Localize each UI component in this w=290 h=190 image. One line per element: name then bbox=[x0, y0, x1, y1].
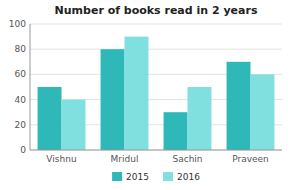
grid-line bbox=[30, 150, 282, 151]
bar bbox=[251, 74, 275, 150]
y-tick-label: 20 bbox=[15, 120, 27, 130]
x-tick-label: Mridul bbox=[111, 154, 139, 164]
legend: 2015 2016 bbox=[112, 172, 200, 182]
chart-container: Number of books read in 2 years 0 20 40 60 80… bbox=[0, 0, 290, 190]
x-tick-label: Praveen bbox=[232, 154, 269, 164]
bar bbox=[125, 37, 149, 150]
legend-label: 2015 bbox=[126, 172, 149, 182]
y-tick-label: 100 bbox=[9, 19, 26, 29]
x-axis-line bbox=[30, 150, 282, 151]
grid-line bbox=[30, 24, 282, 25]
title: Number of books read in 2 years bbox=[55, 4, 258, 17]
bars bbox=[38, 37, 275, 150]
chart-svg: Number of books read in 2 years 0 20 40 60 80… bbox=[0, 0, 290, 190]
legend-item: 2015 bbox=[112, 172, 149, 182]
bar bbox=[62, 100, 86, 150]
y-axis-line bbox=[30, 24, 31, 150]
y-tick-label: 40 bbox=[15, 95, 27, 105]
bar bbox=[38, 87, 62, 150]
x-tick-label: Sachin bbox=[172, 154, 202, 164]
bar bbox=[188, 87, 212, 150]
legend-swatch bbox=[112, 172, 122, 181]
y-tick-label: 80 bbox=[15, 44, 27, 54]
y-tick-label: 60 bbox=[15, 69, 27, 79]
legend-label: 2016 bbox=[177, 172, 200, 182]
x-tick-label: Vishnu bbox=[46, 154, 76, 164]
bar bbox=[101, 49, 125, 150]
bar bbox=[164, 112, 188, 150]
legend-item: 2016 bbox=[163, 172, 200, 182]
legend-swatch bbox=[163, 172, 173, 181]
bar bbox=[227, 62, 251, 150]
y-tick-label: 0 bbox=[20, 145, 26, 155]
grid-line bbox=[30, 49, 282, 50]
